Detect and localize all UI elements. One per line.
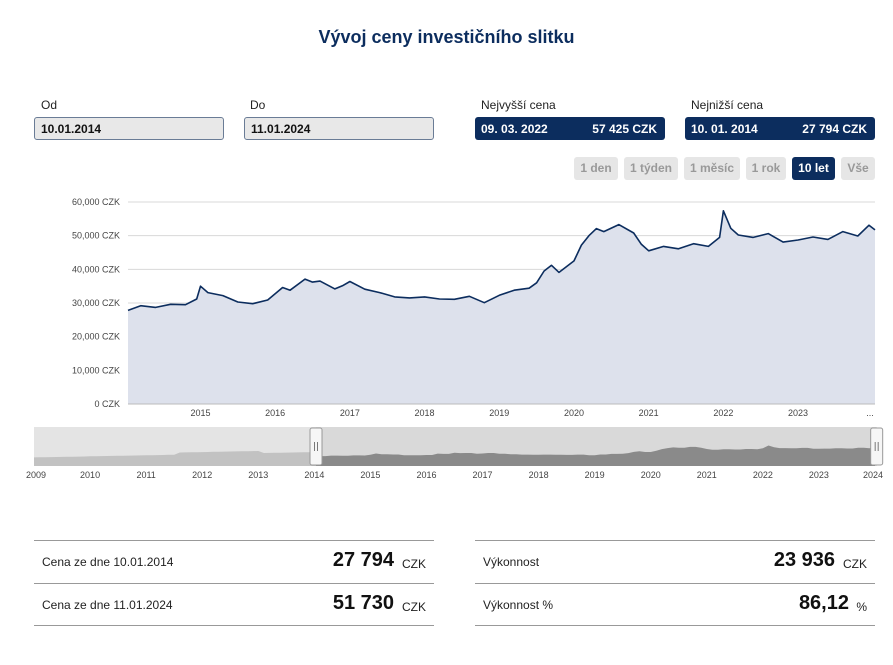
- x-tick-label: 2023: [788, 408, 808, 418]
- range-button-1-week[interactable]: 1 týden: [624, 157, 678, 180]
- start-price-value: 27 794: [332, 549, 394, 571]
- range-button-1-month[interactable]: 1 měsíc: [684, 157, 740, 180]
- navigator-tick-label: 2011: [136, 470, 155, 480]
- from-date-input[interactable]: 10.01.2014: [34, 117, 224, 140]
- performance-pct-label: Výkonnost %: [483, 598, 554, 612]
- navigator-tick-label: 2010: [80, 470, 100, 480]
- x-tick-label: 2020: [564, 408, 584, 418]
- lowest-price-badge: 10. 01. 2014 27 794 CZK: [685, 117, 875, 140]
- navigator-tick-label: 2023: [809, 470, 829, 480]
- x-tick-label: 2021: [639, 408, 659, 418]
- x-tick-label: ...: [866, 408, 874, 418]
- performance-pct-unit: %: [856, 600, 867, 614]
- navigator-tick-label: 2009: [26, 470, 46, 480]
- lowest-price-value: 27 794 CZK: [802, 122, 867, 136]
- navigator-left-handle[interactable]: [309, 427, 323, 466]
- y-tick-label: 60,000 CZK: [72, 197, 120, 207]
- navigator-tick-label: 2015: [360, 470, 380, 480]
- to-date-input[interactable]: 11.01.2024: [244, 117, 434, 140]
- navigator-tick-label: 2018: [529, 470, 549, 480]
- range-button-10-years[interactable]: 10 let: [792, 157, 835, 180]
- navigator-tick-label: 2024: [863, 470, 883, 480]
- y-tick-label: 50,000 CZK: [72, 231, 120, 241]
- x-tick-label: 2022: [713, 408, 733, 418]
- end-price-value: 51 730: [332, 592, 394, 614]
- x-tick-label: 2019: [489, 408, 509, 418]
- price-area: [128, 210, 875, 404]
- navigator-tick-label: 2022: [753, 470, 773, 480]
- navigator-tick-label: 2013: [248, 470, 268, 480]
- lowest-price-date: 10. 01. 2014: [691, 122, 758, 136]
- highest-price-badge: 09. 03. 2022 57 425 CZK: [475, 117, 665, 140]
- navigator-tick-label: 2019: [585, 470, 605, 480]
- y-tick-label: 40,000 CZK: [72, 264, 120, 274]
- navigator-area-selected: [316, 445, 875, 466]
- performance-row: Výkonnost 23 936 CZK: [475, 540, 875, 583]
- range-button-1-day[interactable]: 1 den: [574, 157, 618, 180]
- navigator-tick-label: 2016: [416, 470, 436, 480]
- highest-price-label: Nejvyšší cena: [481, 98, 556, 112]
- performance-pct-row: Výkonnost % 86,12 %: [475, 583, 875, 626]
- highest-price-value: 57 425 CZK: [592, 122, 657, 136]
- highest-price-date: 09. 03. 2022: [481, 122, 548, 136]
- navigator-tick-label: 2021: [697, 470, 717, 480]
- start-price-row: Cena ze dne 10.01.2014 27 794 CZK: [34, 540, 434, 583]
- x-tick-label: 2015: [190, 408, 210, 418]
- navigator-tick-label: 2012: [192, 470, 212, 480]
- y-tick-label: 0 CZK: [94, 399, 120, 409]
- price-line: [127, 210, 876, 312]
- price-chart: 60,000 CZK 50,000 CZK 40,000 CZK 30,000 CZK…: [26, 197, 884, 480]
- navigator-tick-label: 2020: [641, 470, 661, 480]
- y-tick-label: 10,000 CZK: [72, 365, 120, 375]
- end-price-label: Cena ze dne 11.01.2024: [42, 598, 173, 612]
- performance-label: Výkonnost: [483, 555, 540, 569]
- x-tick-label: 2017: [340, 408, 360, 418]
- y-tick-label: 20,000 CZK: [72, 332, 120, 342]
- range-button-all[interactable]: Vše: [841, 157, 875, 180]
- to-label: Do: [250, 98, 266, 112]
- navigator-tick-label: 2017: [473, 470, 493, 480]
- navigator-right-handle[interactable]: [870, 427, 884, 466]
- from-label: Od: [41, 98, 58, 112]
- performance-value: 23 936: [773, 549, 835, 571]
- x-tick-label: 2016: [265, 408, 285, 418]
- end-price-row: Cena ze dne 11.01.2024 51 730 CZK: [34, 583, 434, 626]
- start-price-unit: CZK: [402, 557, 426, 571]
- lowest-price-label: Nejnižší cena: [691, 98, 764, 112]
- navigator-tick-label: 2014: [304, 470, 324, 480]
- range-button-1-year[interactable]: 1 rok: [746, 157, 786, 180]
- navigator-area-outside: [34, 451, 317, 466]
- start-price-label: Cena ze dne 10.01.2014: [42, 555, 174, 569]
- x-tick-label: 2018: [415, 408, 435, 418]
- performance-unit: CZK: [843, 557, 867, 571]
- y-tick-label: 30,000 CZK: [72, 298, 120, 308]
- performance-pct-value: 86,12: [798, 592, 849, 614]
- page-title: Vývoj ceny investičního slitku: [318, 27, 575, 47]
- end-price-unit: CZK: [402, 600, 426, 614]
